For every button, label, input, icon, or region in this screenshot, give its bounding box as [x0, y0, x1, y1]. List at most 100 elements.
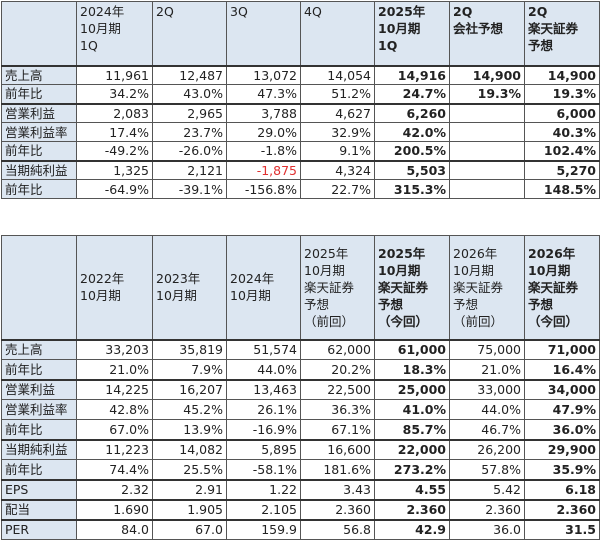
table-cell: 200.5%	[374, 141, 450, 161]
table-cell: 32.9%	[300, 122, 375, 142]
table-cell: 22,500	[300, 378, 375, 400]
table-row: 営業利益率 17.4% 23.7% 29.0% 32.9% 42.0% 40.3%	[1, 122, 600, 142]
header-line: （前回）	[453, 313, 504, 329]
table-row: 前年比 21.0% 7.9% 44.0% 20.2% 18.3% 21.0% 16.4%	[1, 359, 600, 380]
header-line: 予想	[378, 296, 404, 312]
header-row: 2022年 10月期 2023年 10月期 2024年 10月期 2025年 10月期 楽天証券…	[1, 235, 600, 340]
column-header: 2022年 10月期	[76, 235, 153, 340]
header-line: 10月期	[230, 288, 271, 304]
row-label: EPS	[1, 478, 77, 500]
column-header: 2025年 10月期 1Q	[374, 1, 450, 66]
header-line: 2026年	[528, 245, 576, 261]
table-cell: 45.2%	[152, 399, 227, 420]
table-cell: 6.18	[524, 478, 600, 500]
header-line: 2022年	[80, 271, 125, 287]
table-cell: 1.22	[226, 478, 301, 500]
header-line: 予想	[453, 296, 479, 312]
table-cell: 2.360	[300, 498, 375, 520]
quarterly-results-table: 2024年 10月期 1Q 2Q 3Q 4Q 2025年 10月期 1Q 2Q 会社予想 2Q 楽天証券…	[1, 1, 600, 199]
column-header: 4Q	[300, 1, 375, 66]
table-cell: 36.3%	[300, 399, 375, 420]
table-cell: 17.4%	[76, 122, 153, 142]
header-line: 2024年	[80, 4, 125, 19]
table-cell	[449, 179, 525, 199]
row-label: 前年比	[1, 141, 77, 161]
table-cell: 2.105	[226, 498, 301, 520]
header-line: 10月期	[156, 288, 197, 304]
row-label: 営業利益率	[1, 122, 77, 142]
table-cell: 7.9%	[152, 359, 227, 380]
header-line: 2024年	[230, 271, 275, 287]
table-cell: 2.91	[152, 478, 227, 500]
table-cell: 33,000	[449, 378, 525, 400]
table-cell: -49.2%	[76, 141, 153, 161]
header-line: 楽天証券	[528, 21, 579, 36]
table-cell: 29.0%	[226, 122, 301, 142]
table-cell: 26,200	[449, 438, 525, 460]
table-cell: 13,463	[226, 378, 301, 400]
header-line: 楽天証券	[304, 279, 355, 295]
table-cell: 181.6%	[300, 459, 375, 480]
annual-forecast-table: 2022年 10月期 2023年 10月期 2024年 10月期 2025年 10月期 楽天証券…	[1, 235, 600, 540]
header-line: 2Q	[156, 4, 174, 19]
header-line: 2025年	[304, 245, 349, 261]
header-line: 1Q	[378, 38, 398, 53]
table-cell: 47.9%	[524, 399, 600, 420]
table-cell	[449, 141, 525, 161]
column-header: 2026年 10月期 楽天証券 予想 （前回）	[449, 235, 525, 340]
table-cell: 148.5%	[524, 179, 600, 199]
header-line: 10月期	[80, 288, 121, 304]
table-cell: 315.3%	[374, 179, 450, 199]
table-cell: 41.0%	[374, 399, 450, 420]
header-line: 予想	[528, 296, 554, 312]
table-cell: 31.5	[524, 518, 600, 540]
table-row: 前年比 -64.9% -39.1% -156.8% 22.7% 315.3% 148.5%	[1, 179, 600, 199]
table-row: 前年比 34.2% 43.0% 47.3% 51.2% 24.7% 19.3% 19.3%	[1, 84, 600, 104]
header-line: 楽天証券	[453, 279, 504, 295]
row-label: 配当	[1, 498, 77, 520]
table-cell: 23.7%	[152, 122, 227, 142]
row-label: 当期純利益	[1, 159, 77, 180]
column-header: 2024年 10月期 1Q	[76, 1, 153, 66]
column-header: 2Q	[152, 1, 227, 66]
table-row: 当期純利益 1,325 2,121 -1,875 4,324 5,503 5,270	[1, 159, 600, 180]
table-cell: 12,487	[152, 64, 227, 85]
header-line: 予想	[304, 296, 330, 312]
table-cell: 42.8%	[76, 399, 153, 420]
column-header: 2026年 10月期 楽天証券 予想 （今回）	[524, 235, 600, 340]
header-line: 楽天証券	[528, 279, 579, 295]
table-cell: 9.1%	[300, 141, 375, 161]
table-cell: 14,082	[152, 438, 227, 460]
table-cell: 13.9%	[152, 419, 227, 440]
header-line: 10月期	[378, 21, 421, 36]
table-cell: 14,900	[524, 64, 600, 85]
table-cell: 42.0%	[374, 122, 450, 142]
table-cell: 16.4%	[524, 359, 600, 380]
column-header: 2023年 10月期	[152, 235, 227, 340]
table-cell	[449, 159, 525, 180]
table-cell: 67.0%	[76, 419, 153, 440]
table-cell: 19.3%	[524, 84, 600, 104]
table-cell: 11,223	[76, 438, 153, 460]
header-line: 予想	[528, 38, 554, 53]
table-row: 売上高 33,203 35,819 51,574 62,000 61,000 75,000 7…	[1, 338, 600, 360]
header-corner	[1, 1, 77, 66]
table-cell: 159.9	[226, 518, 301, 540]
table-row: 前年比 67.0% 13.9% -16.9% 67.1% 85.7% 46.7% 36.0%	[1, 419, 600, 440]
table-cell: 43.0%	[152, 84, 227, 104]
table-cell: -58.1%	[226, 459, 301, 480]
table-cell: 51.2%	[300, 84, 375, 104]
row-label: 前年比	[1, 179, 77, 199]
table-cell: -156.8%	[226, 179, 301, 199]
table-cell: 34.2%	[76, 84, 153, 104]
table-cell: 102.4%	[524, 141, 600, 161]
header-line: 2Q	[453, 4, 473, 19]
header-line: 10月期	[304, 262, 345, 278]
table-cell: 35.9%	[524, 459, 600, 480]
table-cell: 16,207	[152, 378, 227, 400]
table-cell: 74.4%	[76, 459, 153, 480]
table-cell: 19.3%	[449, 84, 525, 104]
row-label: 売上高	[1, 338, 77, 360]
table-cell: 4,627	[300, 102, 375, 123]
table-cell: 273.2%	[374, 459, 450, 480]
